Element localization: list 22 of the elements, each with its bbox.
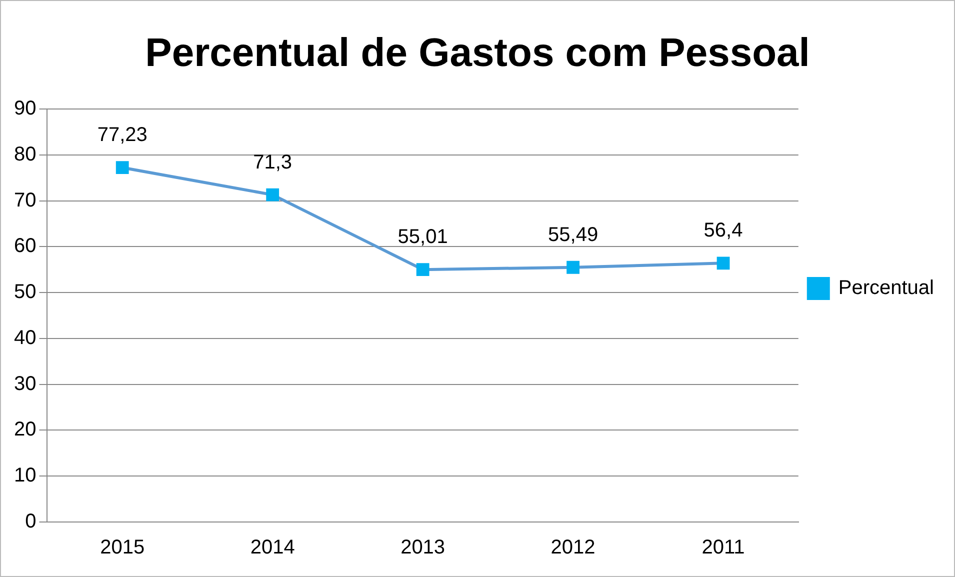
- y-tick-label: 10: [14, 464, 36, 487]
- y-tick-label: 20: [14, 418, 36, 441]
- y-tick-label: 40: [14, 326, 36, 349]
- y-tick-label: 0: [25, 510, 36, 533]
- data-label: 55,49: [548, 224, 598, 246]
- chart-title: Percentual de Gastos com Pessoal: [145, 31, 810, 76]
- x-tick-label: 2014: [250, 536, 295, 559]
- y-tick-label: 50: [14, 281, 36, 304]
- x-tick-label: 2011: [702, 536, 745, 559]
- y-tick-label: 90: [14, 98, 36, 120]
- x-tick-label: 2015: [100, 536, 145, 559]
- data-label: 77,23: [97, 124, 148, 146]
- y-tick-label: 30: [14, 372, 36, 395]
- data-label: 55,01: [398, 226, 448, 248]
- x-tick-label: 2012: [550, 536, 596, 559]
- y-tick-label: 60: [14, 235, 36, 258]
- x-tick-label: 2013: [400, 536, 446, 559]
- y-tick-label: 70: [14, 189, 36, 212]
- data-label: 71,3: [253, 151, 292, 174]
- data-label: 56,4: [704, 220, 743, 242]
- legend-label: Percentual: [838, 277, 934, 300]
- y-tick-label: 80: [14, 143, 36, 166]
